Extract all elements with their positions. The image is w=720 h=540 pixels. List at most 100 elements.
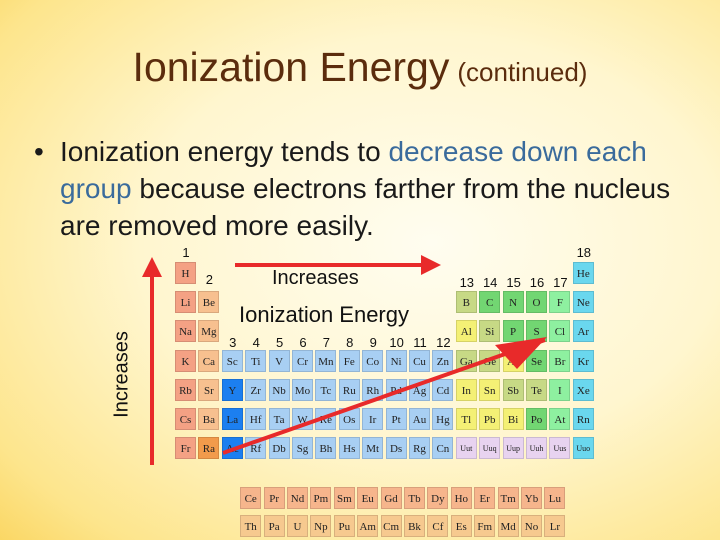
bullet-text: Ionization energy tends to decrease down… <box>60 133 710 244</box>
element-cell: C <box>479 291 501 314</box>
element-cell: Bh <box>315 437 337 460</box>
element-cell: N <box>502 291 524 314</box>
element-cell: I <box>549 378 571 401</box>
element-cell: Li <box>175 291 196 314</box>
element-cell: Mn <box>315 349 337 372</box>
element-cell: Ra <box>198 437 220 460</box>
element-cell: F <box>549 291 571 314</box>
ionization-energy-label: Ionization Energy <box>239 302 409 327</box>
lanthanide-cell: Tm <box>497 487 519 510</box>
element-cell: Db <box>268 437 290 460</box>
element-cell: Se <box>526 349 547 372</box>
lanthanide-cell: Gd <box>380 487 402 510</box>
element-cell: Ds <box>385 437 407 460</box>
element-cell: Br <box>549 349 571 372</box>
element-cell: Ti <box>245 349 267 372</box>
actinide-cell: Es <box>450 514 472 537</box>
actinide-cell: Pa <box>263 514 285 537</box>
group-number-label: 14 <box>482 275 498 290</box>
element-cell: Cu <box>409 349 430 372</box>
element-cell: B <box>455 291 477 314</box>
lanthanide-cell: Dy <box>427 487 449 510</box>
element-cell: Hf <box>245 408 267 430</box>
group-number-label: 13 <box>459 275 475 290</box>
element-cell: P <box>502 320 524 343</box>
group-number-label: 17 <box>553 275 568 290</box>
lanthanide-cell: Ho <box>450 487 472 510</box>
element-cell: Rb <box>175 378 196 401</box>
lanthanide-cell: Ce <box>240 487 262 510</box>
group-number-label: 1 <box>182 245 190 260</box>
element-cell: Hs <box>338 437 360 460</box>
group-number-label: 12 <box>436 335 451 350</box>
group-number-label: 11 <box>413 335 427 350</box>
lanthanide-cell: Pr <box>263 487 285 510</box>
actinide-cell: No <box>521 514 542 537</box>
element-cell: La <box>221 408 243 430</box>
element-cell: Uuq <box>479 437 501 460</box>
group-number-label: 10 <box>389 335 404 350</box>
element-cell: Zr <box>245 378 267 401</box>
element-cell: Te <box>526 378 547 401</box>
actinide-cell: Cm <box>380 514 402 537</box>
actinide-cell: Md <box>497 514 519 537</box>
element-cell: Co <box>362 349 384 372</box>
group-number-label: 6 <box>299 335 307 350</box>
element-cell: Pt <box>385 408 407 430</box>
element-cell: Hg <box>432 408 454 430</box>
element-cell: Ar <box>572 320 594 343</box>
actinide-cell: U <box>287 514 308 537</box>
element-cell: Rg <box>409 437 430 460</box>
actinide-cell: Np <box>310 514 332 537</box>
element-cell: Ni <box>385 349 407 372</box>
group-number-label: 5 <box>275 335 284 350</box>
element-cell: Be <box>198 291 220 314</box>
actinide-cell: Pu <box>333 514 355 537</box>
element-cell: Xe <box>572 378 594 401</box>
bullet-text-before: Ionization energy tends to <box>60 136 389 167</box>
element-cell: Uuh <box>526 437 547 460</box>
element-cell: Cd <box>432 378 454 401</box>
element-cell: Kr <box>572 349 594 372</box>
group-number-label: 9 <box>369 335 377 350</box>
group-number-label: 16 <box>529 275 545 290</box>
lanthanide-cell: Eu <box>357 487 379 510</box>
diagonal-arrow-head <box>495 337 547 369</box>
group-number-label: 8 <box>346 335 354 350</box>
trend-arrows <box>142 255 547 465</box>
element-cell: Cn <box>432 437 454 460</box>
element-cell: Y <box>221 378 243 401</box>
lanthanide-cell: Lu <box>544 487 566 510</box>
element-cell: Fr <box>175 437 196 460</box>
element-cell: Sn <box>479 378 501 401</box>
element-cell: Sc <box>221 349 243 372</box>
group-number-label: 2 <box>205 272 213 287</box>
element-cell: Rn <box>572 408 594 430</box>
element-cell: Cs <box>175 408 196 430</box>
element-cell: Uut <box>455 437 477 460</box>
group-number-label: 7 <box>322 335 330 350</box>
element-cell: Ca <box>198 349 220 372</box>
actinide-cell: Lr <box>544 514 566 537</box>
bullet-highlight: decrease down each group <box>60 136 647 204</box>
element-cell: Cl <box>549 320 571 343</box>
element-cell: Si <box>479 320 501 343</box>
group-number-label: 4 <box>252 335 260 350</box>
actinide-cell: Fm <box>474 514 496 537</box>
element-cell: K <box>175 349 196 372</box>
title-main: Ionization Energy <box>132 44 450 90</box>
element-cell: Al <box>455 320 477 343</box>
diagonal-arrow-line <box>222 338 546 455</box>
element-cell: In <box>455 378 477 401</box>
increases-top-label: Increases <box>272 267 359 289</box>
lanthanide-cell: Sm <box>333 487 355 510</box>
element-cell: Nb <box>268 378 290 401</box>
vertical-arrow-head <box>142 257 162 277</box>
element-cell: Ir <box>362 408 384 430</box>
slide-title: Ionization Energy (continued) <box>0 44 720 91</box>
element-cell: Po <box>526 408 547 430</box>
element-cell: H <box>175 262 196 284</box>
group-number-label: 15 <box>506 275 521 290</box>
element-cell: Na <box>175 320 196 343</box>
